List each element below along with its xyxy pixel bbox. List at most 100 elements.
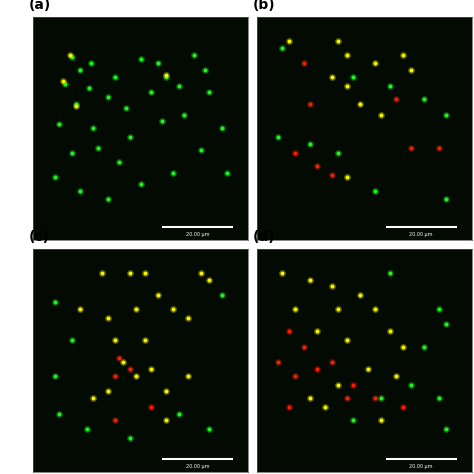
Point bbox=[285, 328, 293, 335]
Point bbox=[350, 417, 357, 424]
Point bbox=[436, 305, 443, 312]
Point bbox=[169, 305, 177, 312]
Text: (d): (d) bbox=[252, 230, 275, 244]
Point bbox=[191, 51, 198, 58]
Point bbox=[408, 381, 415, 388]
Point bbox=[77, 66, 84, 74]
Point bbox=[399, 343, 407, 350]
Point bbox=[285, 37, 293, 45]
Point bbox=[399, 51, 407, 58]
Point bbox=[158, 118, 166, 125]
Point bbox=[442, 111, 450, 118]
Point bbox=[197, 146, 205, 154]
Point bbox=[55, 410, 63, 418]
Point bbox=[163, 71, 170, 78]
Point bbox=[206, 89, 213, 96]
Point bbox=[126, 133, 134, 141]
Point bbox=[163, 73, 170, 81]
Point bbox=[378, 111, 385, 118]
Point bbox=[279, 44, 286, 52]
Point bbox=[73, 100, 80, 108]
Point bbox=[51, 298, 58, 306]
Point bbox=[85, 84, 93, 92]
Point bbox=[420, 343, 428, 350]
Point bbox=[68, 53, 76, 61]
Point bbox=[335, 37, 342, 45]
Point bbox=[343, 173, 351, 181]
Point bbox=[163, 71, 170, 78]
Point bbox=[94, 145, 101, 152]
Point bbox=[378, 394, 385, 402]
Point bbox=[51, 372, 58, 380]
Point bbox=[219, 292, 226, 299]
Point bbox=[292, 305, 299, 312]
Point bbox=[350, 417, 357, 424]
Point bbox=[399, 403, 407, 411]
Point bbox=[365, 365, 372, 373]
Point bbox=[343, 394, 351, 402]
Point bbox=[436, 145, 443, 152]
Point bbox=[356, 292, 364, 299]
Point bbox=[126, 365, 134, 373]
Point bbox=[51, 298, 58, 306]
Point bbox=[300, 60, 308, 67]
Point bbox=[175, 82, 183, 90]
Point bbox=[169, 305, 177, 312]
Point bbox=[201, 66, 209, 74]
Point bbox=[180, 111, 187, 118]
Point bbox=[313, 328, 321, 335]
Point bbox=[335, 149, 342, 156]
Point bbox=[408, 145, 415, 152]
Point bbox=[90, 394, 97, 402]
Point bbox=[184, 314, 191, 321]
Point bbox=[378, 394, 385, 402]
Point bbox=[313, 162, 321, 170]
Point bbox=[87, 60, 95, 67]
Point bbox=[122, 104, 129, 112]
Point bbox=[442, 196, 450, 203]
Point bbox=[274, 133, 282, 141]
Point bbox=[197, 146, 205, 154]
Point bbox=[68, 336, 76, 344]
Point bbox=[147, 89, 155, 96]
Point bbox=[51, 173, 58, 181]
Point bbox=[300, 343, 308, 350]
Point bbox=[111, 372, 118, 380]
Point bbox=[137, 180, 145, 188]
Point bbox=[328, 358, 336, 366]
Point bbox=[442, 196, 450, 203]
Point bbox=[175, 82, 183, 90]
Point bbox=[163, 388, 170, 395]
Point bbox=[98, 269, 106, 277]
Point bbox=[307, 276, 314, 283]
Point bbox=[147, 365, 155, 373]
Point bbox=[191, 51, 198, 58]
Point bbox=[137, 55, 145, 63]
Text: 20.00 μm: 20.00 μm bbox=[186, 232, 210, 237]
Point bbox=[313, 328, 321, 335]
Point bbox=[169, 169, 177, 176]
Text: (a): (a) bbox=[29, 0, 51, 12]
Point bbox=[163, 417, 170, 424]
Point bbox=[313, 365, 321, 373]
Point bbox=[55, 410, 63, 418]
Point bbox=[399, 343, 407, 350]
Point bbox=[126, 365, 134, 373]
Point bbox=[386, 82, 394, 90]
Point bbox=[122, 104, 129, 112]
Point bbox=[292, 149, 299, 156]
Point bbox=[83, 426, 91, 433]
Point bbox=[442, 111, 450, 118]
Point bbox=[420, 95, 428, 103]
Point bbox=[68, 149, 76, 156]
Point bbox=[184, 314, 191, 321]
Point bbox=[328, 171, 336, 179]
Point bbox=[62, 80, 69, 87]
Point bbox=[307, 140, 314, 147]
Point bbox=[105, 93, 112, 100]
Point bbox=[386, 269, 394, 277]
Point bbox=[197, 269, 205, 277]
Point bbox=[147, 403, 155, 411]
Point bbox=[307, 100, 314, 108]
Point bbox=[343, 336, 351, 344]
